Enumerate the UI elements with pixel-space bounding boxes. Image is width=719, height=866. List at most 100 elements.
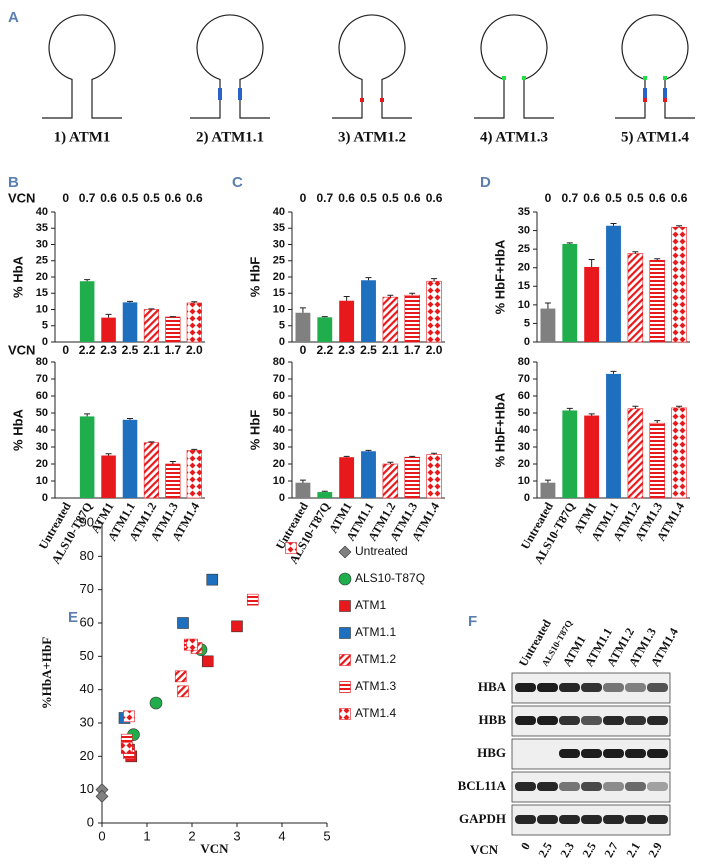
bar — [382, 463, 399, 499]
y-tick-label: 50 — [518, 407, 530, 419]
y-tick-label: 10 — [518, 475, 530, 487]
y-tick-label: 60 — [273, 390, 285, 402]
point — [177, 617, 189, 629]
bar — [649, 259, 665, 343]
bar — [317, 492, 333, 498]
vcn-value: 0.5 — [360, 191, 377, 205]
vcn-value: 0.5 — [143, 191, 160, 205]
stem-mark — [522, 76, 526, 80]
error-bar — [676, 405, 683, 408]
vcn-value: 2.2 — [79, 343, 96, 357]
y-tick-label: 60 — [518, 390, 530, 402]
legend-label: ALS10-T87Q — [355, 571, 425, 585]
y-axis-label: % HbA — [10, 255, 25, 298]
bar — [101, 455, 116, 498]
bar — [671, 226, 687, 343]
vcn-value: 0.7 — [561, 191, 578, 205]
y-tick-label: 0 — [42, 492, 48, 504]
error-bar — [321, 316, 328, 318]
x-tick-label: 2 — [188, 828, 195, 843]
legend-marker — [339, 654, 351, 666]
band — [537, 815, 558, 824]
y-tick-label: 30 — [273, 441, 285, 453]
error-bar — [169, 460, 176, 464]
band — [581, 782, 602, 791]
hairpin — [42, 14, 122, 119]
error-bar — [588, 259, 595, 267]
vcn-value: 2.5 — [535, 840, 555, 860]
vcn-value: 2.3 — [338, 343, 355, 357]
error-bar — [676, 225, 683, 228]
band — [515, 716, 536, 725]
bar — [627, 253, 644, 343]
bar — [186, 302, 202, 343]
band — [559, 749, 580, 758]
legend-label: ATM1 — [355, 598, 386, 612]
error-bar — [105, 453, 112, 456]
panel-letter: D — [480, 174, 491, 191]
y-tick-label: 20 — [80, 748, 94, 763]
y-tick-label: 35 — [518, 206, 530, 218]
panel-letter: A — [8, 9, 19, 26]
band — [647, 815, 668, 824]
error-bar — [191, 301, 198, 303]
error-bar — [431, 452, 438, 455]
band — [515, 782, 536, 791]
y-tick-label: 20 — [518, 458, 530, 470]
legend-label: ATM1.2 — [355, 652, 396, 666]
y-tick-label: 50 — [36, 407, 48, 419]
y-tick-label: 40 — [518, 424, 530, 436]
y-tick-label: 30 — [36, 238, 48, 250]
panel-letter: B — [8, 174, 19, 191]
y-tick-label: 20 — [518, 262, 530, 274]
point — [149, 696, 163, 710]
error-bar — [84, 413, 91, 417]
band — [603, 815, 624, 824]
x-tick-label: 4 — [278, 828, 285, 843]
point — [285, 542, 297, 554]
band — [603, 749, 624, 758]
y-tick-label: 30 — [273, 238, 285, 250]
construct-label: 2) ATM1.1 — [196, 129, 264, 145]
point — [186, 638, 198, 651]
y-tick-label: 80 — [273, 356, 285, 368]
error-bar — [191, 448, 198, 451]
bar — [79, 416, 95, 498]
y-axis-label: %HbA+HbF — [39, 637, 54, 709]
y-tick-label: 30 — [36, 441, 48, 453]
legend-marker — [338, 545, 352, 559]
x-axis-label: VCN — [200, 841, 229, 856]
band — [625, 749, 646, 758]
vcn-value: 0 — [300, 343, 307, 357]
legend-label: Untreated — [355, 544, 408, 558]
bar — [540, 482, 556, 498]
error-bar — [299, 479, 306, 483]
band — [559, 815, 580, 824]
y-tick-label: 20 — [36, 458, 48, 470]
bar — [649, 422, 665, 499]
vcn-value: 0.5 — [382, 191, 399, 205]
point — [123, 710, 135, 723]
vcn-value: 2.3 — [557, 840, 577, 860]
bar — [361, 280, 376, 342]
vcn-value: 0 — [300, 191, 307, 205]
bar — [382, 296, 399, 343]
bar — [186, 450, 202, 499]
y-tick-label: 10 — [273, 303, 285, 315]
vcn-value: 2.5 — [579, 840, 599, 860]
band — [559, 716, 580, 725]
y-tick-label: 70 — [36, 373, 48, 385]
error-bar — [654, 420, 661, 424]
point — [177, 685, 189, 698]
stem-mark — [502, 76, 506, 80]
error-bar — [409, 292, 416, 296]
legend-marker — [339, 681, 351, 693]
band — [559, 782, 580, 791]
error-bar — [654, 258, 661, 261]
y-tick-label: 15 — [518, 280, 530, 292]
band — [537, 782, 558, 791]
point — [206, 573, 219, 586]
stem-mark — [360, 98, 364, 102]
band — [603, 716, 624, 725]
y-tick-label: 5 — [279, 320, 285, 332]
